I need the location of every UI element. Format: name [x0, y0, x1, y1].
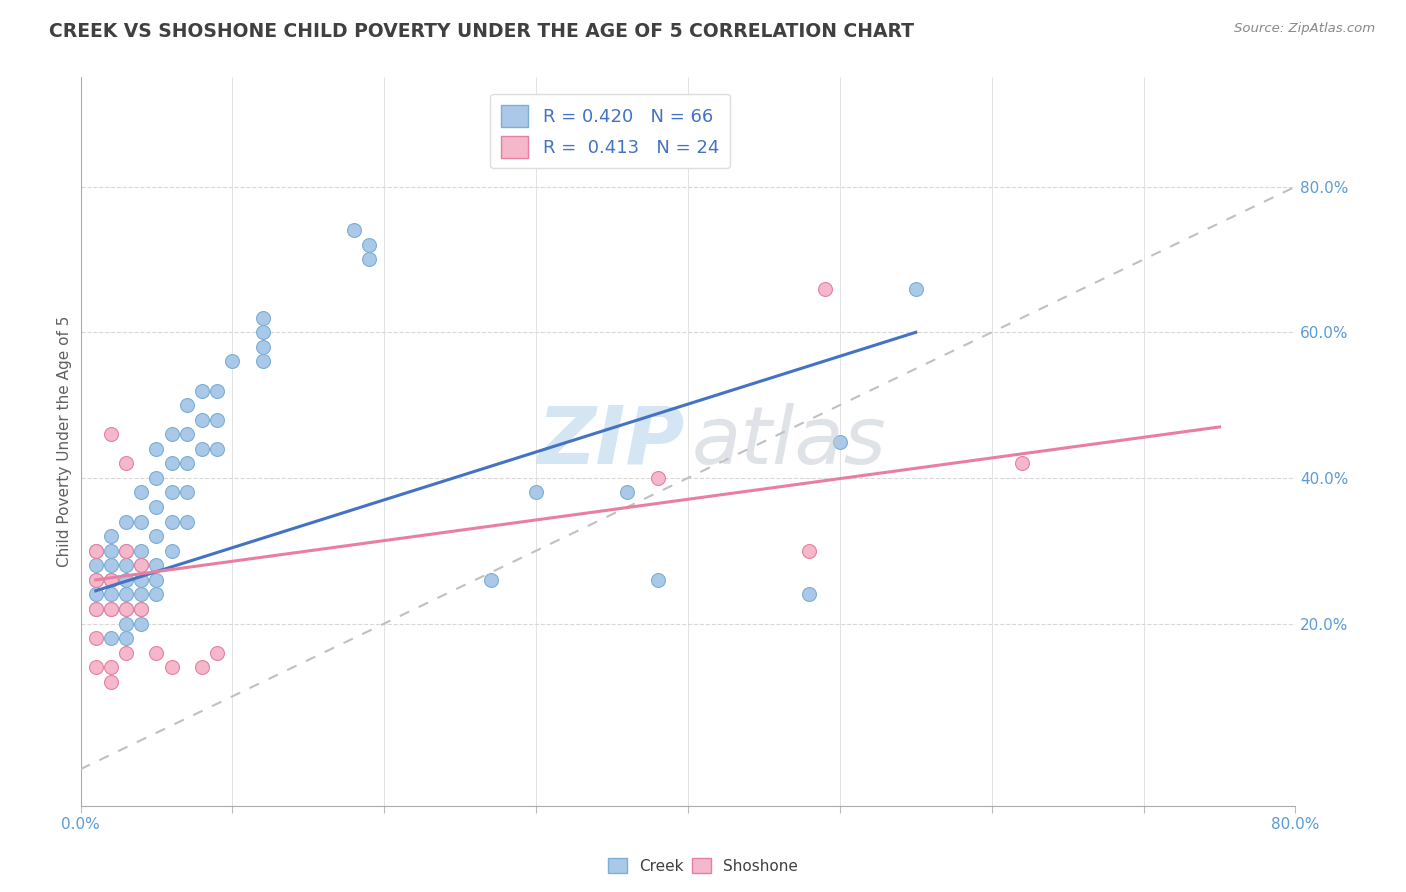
Point [145, 587, 167, 601]
Point [160, 543, 183, 558]
Point [84, 660, 107, 674]
Point [191, 442, 214, 456]
Point [84, 602, 107, 616]
Point [176, 456, 198, 470]
Point [100, 573, 122, 587]
Point [115, 587, 138, 601]
Point [176, 427, 198, 442]
Point [647, 471, 669, 485]
Point [129, 616, 152, 631]
Point [176, 515, 198, 529]
Point [115, 543, 138, 558]
Point [115, 602, 138, 616]
Point [84, 543, 107, 558]
Point [115, 646, 138, 660]
Point [84, 631, 107, 645]
Point [129, 485, 152, 500]
Point [205, 442, 228, 456]
Point [524, 485, 547, 500]
Point [100, 529, 122, 543]
Point [129, 515, 152, 529]
Point [100, 573, 122, 587]
Point [252, 326, 274, 340]
Point [100, 427, 122, 442]
Point [252, 354, 274, 368]
Point [129, 587, 152, 601]
Point [176, 485, 198, 500]
Point [145, 500, 167, 514]
Point [129, 558, 152, 573]
Text: Source: ZipAtlas.com: Source: ZipAtlas.com [1234, 22, 1375, 36]
Point [145, 471, 167, 485]
Point [145, 529, 167, 543]
Point [100, 631, 122, 645]
Text: ZIP: ZIP [537, 402, 685, 481]
Point [84, 573, 107, 587]
Point [100, 587, 122, 601]
Text: atlas: atlas [692, 402, 886, 481]
Point [221, 354, 243, 368]
Point [205, 384, 228, 398]
Point [357, 238, 380, 252]
Point [160, 456, 183, 470]
Point [205, 412, 228, 426]
Point [160, 515, 183, 529]
Point [191, 384, 214, 398]
Point [100, 674, 122, 689]
Point [647, 573, 669, 587]
Point [129, 602, 152, 616]
Point [115, 515, 138, 529]
Point [145, 558, 167, 573]
Point [191, 660, 214, 674]
Point [115, 602, 138, 616]
Point [799, 587, 821, 601]
Point [252, 310, 274, 325]
Point [479, 573, 502, 587]
Point [115, 631, 138, 645]
Point [100, 602, 122, 616]
Point [160, 485, 183, 500]
Point [115, 558, 138, 573]
Point [84, 558, 107, 573]
Point [115, 456, 138, 470]
Y-axis label: Child Poverty Under the Age of 5: Child Poverty Under the Age of 5 [58, 316, 72, 567]
Point [115, 573, 138, 587]
Point [129, 573, 152, 587]
Legend: Creek, Shoshone: Creek, Shoshone [602, 852, 804, 880]
Point [100, 602, 122, 616]
Point [252, 340, 274, 354]
Point [100, 543, 122, 558]
Text: CREEK VS SHOSHONE CHILD POVERTY UNDER THE AGE OF 5 CORRELATION CHART: CREEK VS SHOSHONE CHILD POVERTY UNDER TH… [49, 22, 914, 41]
Point [145, 646, 167, 660]
Point [160, 660, 183, 674]
Point [1011, 456, 1033, 470]
Point [115, 616, 138, 631]
Point [616, 485, 638, 500]
Point [799, 543, 821, 558]
Point [814, 282, 837, 296]
Point [129, 543, 152, 558]
Point [904, 282, 927, 296]
Point [145, 442, 167, 456]
Point [84, 587, 107, 601]
Point [100, 660, 122, 674]
Point [160, 427, 183, 442]
Point [145, 573, 167, 587]
Point [129, 558, 152, 573]
Point [205, 646, 228, 660]
Point [343, 223, 366, 237]
Point [84, 602, 107, 616]
Point [84, 543, 107, 558]
Point [129, 602, 152, 616]
Point [84, 573, 107, 587]
Legend: R = 0.420   N = 66, R =  0.413   N = 24: R = 0.420 N = 66, R = 0.413 N = 24 [491, 94, 730, 169]
Point [191, 412, 214, 426]
Point [357, 252, 380, 267]
Point [100, 558, 122, 573]
Point [115, 543, 138, 558]
Point [176, 398, 198, 412]
Point [828, 434, 851, 449]
